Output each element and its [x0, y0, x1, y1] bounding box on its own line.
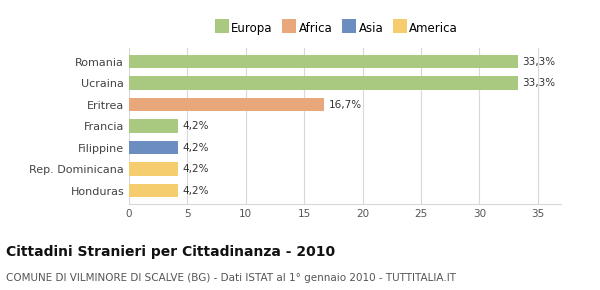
Text: Cittadini Stranieri per Cittadinanza - 2010: Cittadini Stranieri per Cittadinanza - 2…: [6, 245, 335, 259]
Text: COMUNE DI VILMINORE DI SCALVE (BG) - Dati ISTAT al 1° gennaio 2010 - TUTTITALIA.: COMUNE DI VILMINORE DI SCALVE (BG) - Dat…: [6, 273, 456, 282]
Bar: [129, 77, 518, 90]
Bar: [129, 162, 178, 176]
Bar: [129, 141, 178, 154]
Bar: [129, 98, 324, 111]
Text: 4,2%: 4,2%: [183, 143, 209, 153]
Text: 33,3%: 33,3%: [523, 78, 556, 88]
Bar: [129, 55, 518, 68]
Bar: [129, 119, 178, 133]
Text: 4,2%: 4,2%: [183, 121, 209, 131]
Text: 33,3%: 33,3%: [523, 57, 556, 67]
Text: 16,7%: 16,7%: [329, 100, 362, 110]
Text: 4,2%: 4,2%: [183, 164, 209, 174]
Legend: Europa, Africa, Asia, America: Europa, Africa, Asia, America: [212, 19, 460, 37]
Bar: [129, 184, 178, 197]
Text: 4,2%: 4,2%: [183, 186, 209, 196]
